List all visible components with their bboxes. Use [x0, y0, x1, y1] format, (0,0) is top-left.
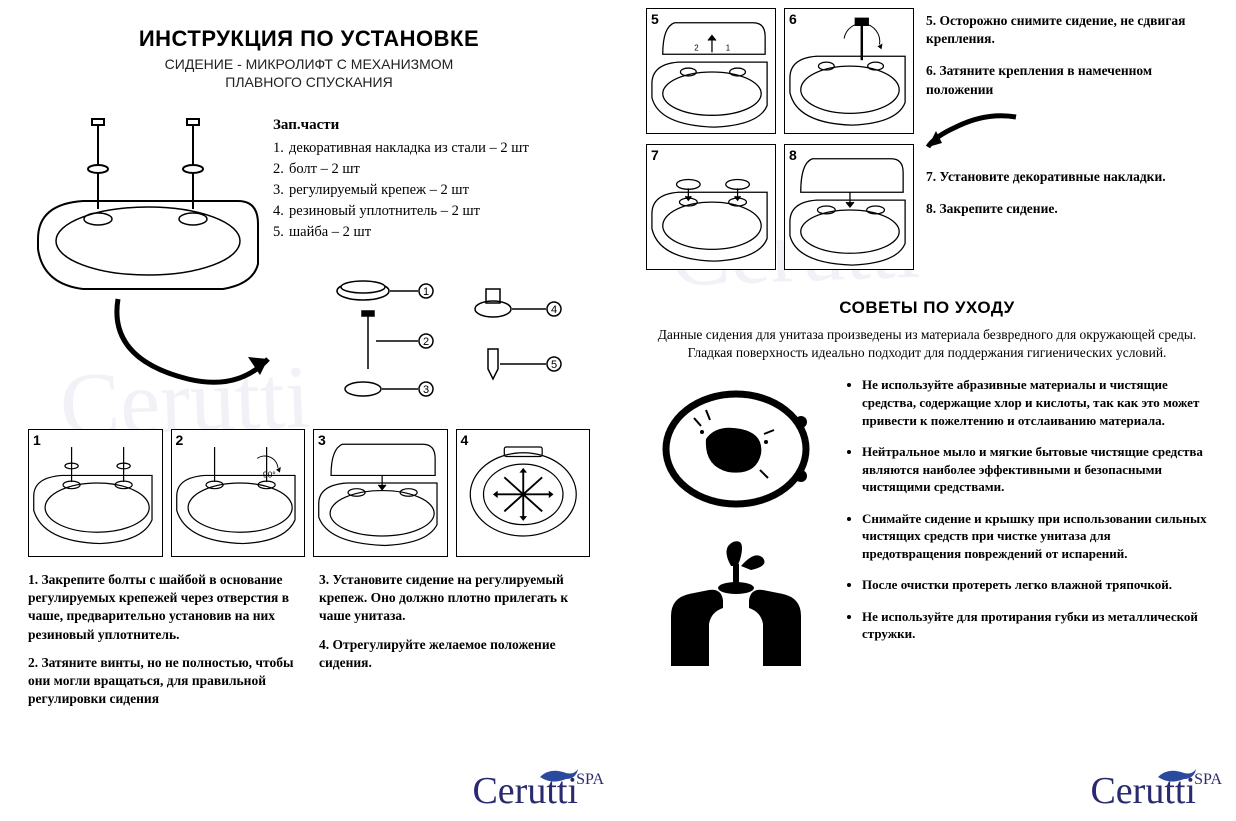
- seat-cleaning-icon: [656, 384, 816, 514]
- step-panel: 4: [456, 429, 591, 557]
- subtitle-line: СИДЕНИЕ - МИКРОЛИФТ С МЕХАНИЗМОМ: [165, 56, 454, 72]
- fish-icon: [1154, 763, 1198, 785]
- right-column: 5 2 1 6: [618, 0, 1236, 821]
- page: Cerutti Cerutti ИНСТРУКЦИЯ ПО УСТАНОВКЕ …: [0, 0, 1236, 821]
- step-caption: 2. Затяните винты, но не полностью, чтоб…: [28, 654, 299, 709]
- step-panel: 6: [784, 8, 914, 134]
- parts-callout-diagram: 1 2 3 4 5: [268, 269, 588, 419]
- svg-text:1: 1: [726, 43, 730, 52]
- care-tip: Не используйте для протирания губки из м…: [862, 608, 1208, 643]
- angle-label: 90°: [262, 469, 275, 479]
- step-caption: 6. Затяните крепления в намеченном полож…: [926, 62, 1208, 98]
- step-caption: 7. Установите декоративные накладки.: [926, 168, 1208, 186]
- step-panel: 8: [784, 144, 914, 270]
- step-panel: 2 90°: [171, 429, 306, 557]
- page-subtitle: СИДЕНИЕ - МИКРОЛИФТ С МЕХАНИЗМОМ ПЛАВНОГ…: [28, 56, 590, 91]
- part-item: резиновый уплотнитель – 2 шт: [289, 201, 480, 222]
- care-tip: После очистки протереть легко влажной тр…: [862, 576, 1208, 594]
- step-caption: 8. Закрепите сидение.: [926, 200, 1208, 218]
- callout-label: 1: [423, 286, 429, 298]
- step-panel: 7: [646, 144, 776, 270]
- step-panel: 3: [313, 429, 448, 557]
- subtitle-line: ПЛАВНОГО СПУСКАНИЯ: [225, 74, 392, 90]
- parts-list: 1.декоративная накладка из стали – 2 шт …: [273, 138, 590, 243]
- page-title: ИНСТРУКЦИЯ ПО УСТАНОВКЕ: [28, 26, 590, 52]
- brand-logo: Cerutti SPA: [472, 769, 578, 813]
- part-item: болт – 2 шт: [289, 159, 360, 180]
- part-item: шайба – 2 шт: [289, 222, 371, 243]
- care-tip: Снимайте сидение и крышку при использова…: [862, 510, 1208, 563]
- part-item: регулируемый крепеж – 2 шт: [289, 180, 469, 201]
- callout-label: 3: [423, 384, 429, 396]
- pointer-arrow-icon: [916, 107, 1026, 157]
- care-tips-list: Не используйте абразивные материалы и чи…: [844, 376, 1208, 676]
- callout-label: 4: [551, 304, 557, 316]
- care-intro: Данные сидения для унитаза произведены и…: [646, 326, 1208, 362]
- callout-label: 2: [423, 336, 429, 348]
- brand-suffix: SPA: [1194, 771, 1222, 789]
- step-grid: 1 2 90°: [28, 429, 590, 557]
- part-item: декоративная накладка из стали – 2 шт: [289, 138, 529, 159]
- step-caption: 1. Закрепите болты с шайбой в основание …: [28, 571, 299, 644]
- left-column: ИНСТРУКЦИЯ ПО УСТАНОВКЕ СИДЕНИЕ - МИКРОЛ…: [0, 0, 618, 821]
- pointer-arrow-icon: [98, 279, 288, 399]
- care-icon-column: [646, 376, 826, 676]
- care-tip: Нейтральное мыло и мягкие бытовые чистящ…: [862, 443, 1208, 496]
- right-step-captions: 5. Осторожно снимите сидение, не сдвигая…: [926, 8, 1208, 270]
- care-heading: СОВЕТЫ ПО УХОДУ: [646, 298, 1208, 318]
- callout-label: 5: [551, 359, 557, 371]
- fish-icon: [536, 763, 580, 785]
- exploded-view-diagram: [28, 109, 263, 299]
- step-panel: 1: [28, 429, 163, 557]
- parts-heading: Зап.части: [273, 117, 590, 134]
- step-captions: 1. Закрепите болты с шайбой в основание …: [28, 571, 590, 719]
- svg-text:2: 2: [694, 43, 698, 52]
- care-tip: Не используйте абразивные материалы и чи…: [862, 376, 1208, 429]
- step-caption: 3. Установите сидение на регулируемый кр…: [319, 571, 590, 626]
- step-panel: 5 2 1: [646, 8, 776, 134]
- step-caption: 4. Отрегулируйте желаемое положение сиде…: [319, 636, 590, 672]
- step-caption: 5. Осторожно снимите сидение, не сдвигая…: [926, 12, 1208, 48]
- brand-logo: Cerutti SPA: [1090, 769, 1196, 813]
- brand-suffix: SPA: [576, 771, 604, 789]
- eco-hands-icon: [661, 536, 811, 676]
